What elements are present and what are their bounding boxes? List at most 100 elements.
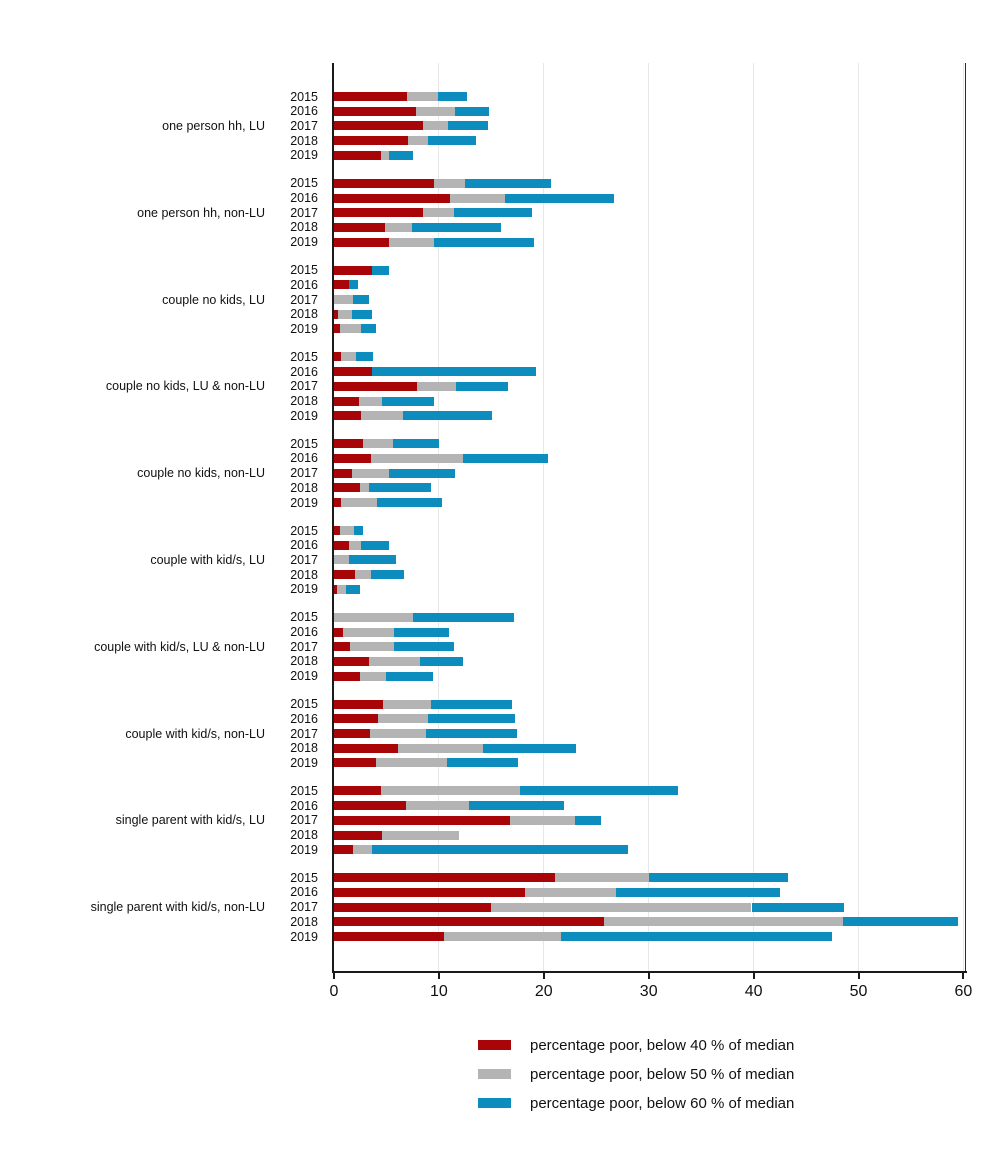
bar-segment-below60 [348, 555, 396, 565]
legend-label-below40: percentage poor, below 40 % of median [530, 1036, 795, 1054]
year-label: 2018 [290, 567, 318, 582]
plot-border-right [965, 63, 967, 973]
year-label: 2015 [290, 783, 318, 798]
bar-segment-below40 [334, 352, 342, 362]
bar-segment-below60 [345, 584, 361, 594]
bar-segment-below60 [368, 483, 431, 493]
bar-segment-below40 [334, 656, 369, 666]
bar-segment-below50 [360, 671, 387, 681]
year-label: 2017 [290, 639, 318, 654]
year-label: 2019 [290, 842, 318, 857]
year-label: 2016 [290, 104, 318, 119]
bar-segment-below60 [430, 699, 513, 709]
x-tick-label: 20 [534, 983, 553, 1000]
bar-segment-below50 [369, 729, 427, 739]
bar-segment-below60 [392, 439, 439, 449]
year-label: 2019 [290, 929, 318, 944]
bar-segment-below60 [352, 295, 369, 305]
bar-segment-below60 [575, 815, 602, 825]
bar-segment-below50 [385, 222, 412, 232]
x-tick [752, 973, 755, 979]
bar-segment-below40 [334, 627, 344, 637]
bar-segment-below50 [340, 526, 354, 535]
year-label: 2016 [290, 538, 318, 553]
year-label: 2018 [290, 307, 318, 322]
bar-segment-below60 [463, 453, 548, 463]
gridline-10 [438, 63, 440, 971]
x-tick [437, 973, 440, 979]
bar-segment-below50 [444, 932, 561, 942]
bar-segment-below50 [381, 150, 389, 160]
legend-swatch-gray-icon [478, 1069, 511, 1079]
year-label: 2016 [290, 364, 318, 379]
bar-segment-below60 [616, 887, 780, 897]
x-tick [333, 973, 335, 979]
bar-segment-below60 [437, 92, 468, 101]
bar-segment-below40 [334, 222, 386, 232]
bar-segment-below40 [334, 381, 417, 391]
group-label: single parent with kid/s, non-LU [90, 900, 265, 915]
bar-segment-below50 [388, 237, 434, 247]
bar-segment-below50 [361, 411, 404, 421]
bar-segment-below60 [465, 178, 552, 188]
bar-segment-below50 [397, 743, 483, 753]
x-tick-label: 60 [954, 983, 973, 1000]
year-label: 2017 [290, 466, 318, 481]
bar-segment-below50 [363, 439, 393, 449]
bar-segment-below60 [361, 540, 389, 550]
year-label: 2018 [290, 914, 318, 929]
year-label: 2018 [290, 394, 318, 409]
bar-segment-below50 [368, 656, 420, 666]
bar-segment-below50 [375, 758, 448, 768]
bar-segment-below40 [334, 309, 339, 319]
year-label: 2015 [290, 870, 318, 885]
bar-segment-below40 [334, 439, 364, 449]
bar-segment-below60 [371, 367, 537, 377]
bar-segment-below60 [751, 902, 844, 912]
bar-segment-below60 [433, 237, 535, 247]
group-label: couple with kid/s, LU & non-LU [94, 639, 265, 654]
bar-segment-below40 [334, 367, 372, 377]
bar-segment-below60 [388, 468, 455, 478]
year-label: 2016 [290, 277, 318, 292]
year-label: 2015 [290, 436, 318, 451]
year-label: 2017 [290, 118, 318, 133]
bar-segment-below40 [334, 830, 383, 840]
bar-segment-below60 [454, 106, 490, 116]
bar-segment-below40 [334, 498, 342, 508]
bar-segment-below40 [334, 280, 349, 290]
bar-segment-below60 [411, 222, 501, 232]
year-label: 2017 [290, 900, 318, 915]
year-label: 2019 [290, 148, 318, 163]
bar-segment-below60 [353, 526, 364, 535]
bar-segment-below40 [334, 411, 362, 421]
bar-segment-below60 [386, 671, 433, 681]
bar-segment-below50 [348, 540, 362, 550]
bar-segment-below50 [337, 584, 346, 594]
bar-segment-below40 [334, 237, 389, 247]
bar-segment-below50 [341, 498, 377, 508]
bar-segment-below50 [382, 830, 459, 840]
bar-segment-below60 [393, 627, 450, 637]
bar-segment-below50 [555, 873, 649, 883]
bar-segment-below50 [383, 699, 431, 709]
year-label: 2019 [290, 235, 318, 250]
bar-segment-below60 [388, 150, 413, 160]
bar-segment-below60 [361, 324, 376, 334]
x-tick-label: 10 [429, 983, 448, 1000]
group-label: couple no kids, LU [162, 292, 265, 307]
bar-segment-below60 [504, 193, 615, 203]
x-tick [962, 973, 965, 979]
bar-segment-below50 [408, 136, 429, 146]
bar-segment-below60 [648, 873, 789, 883]
bar-segment-below60 [351, 309, 372, 319]
bar-segment-below40 [334, 758, 376, 768]
bar-segment-below40 [334, 671, 361, 681]
bar-segment-below50 [349, 642, 394, 652]
bar-segment-below40 [334, 396, 360, 406]
year-label: 2016 [290, 191, 318, 206]
bar-segment-below40 [334, 178, 434, 188]
legend-item-below60: percentage poor, below 60 % of median [478, 1094, 958, 1112]
year-label: 2017 [290, 552, 318, 567]
